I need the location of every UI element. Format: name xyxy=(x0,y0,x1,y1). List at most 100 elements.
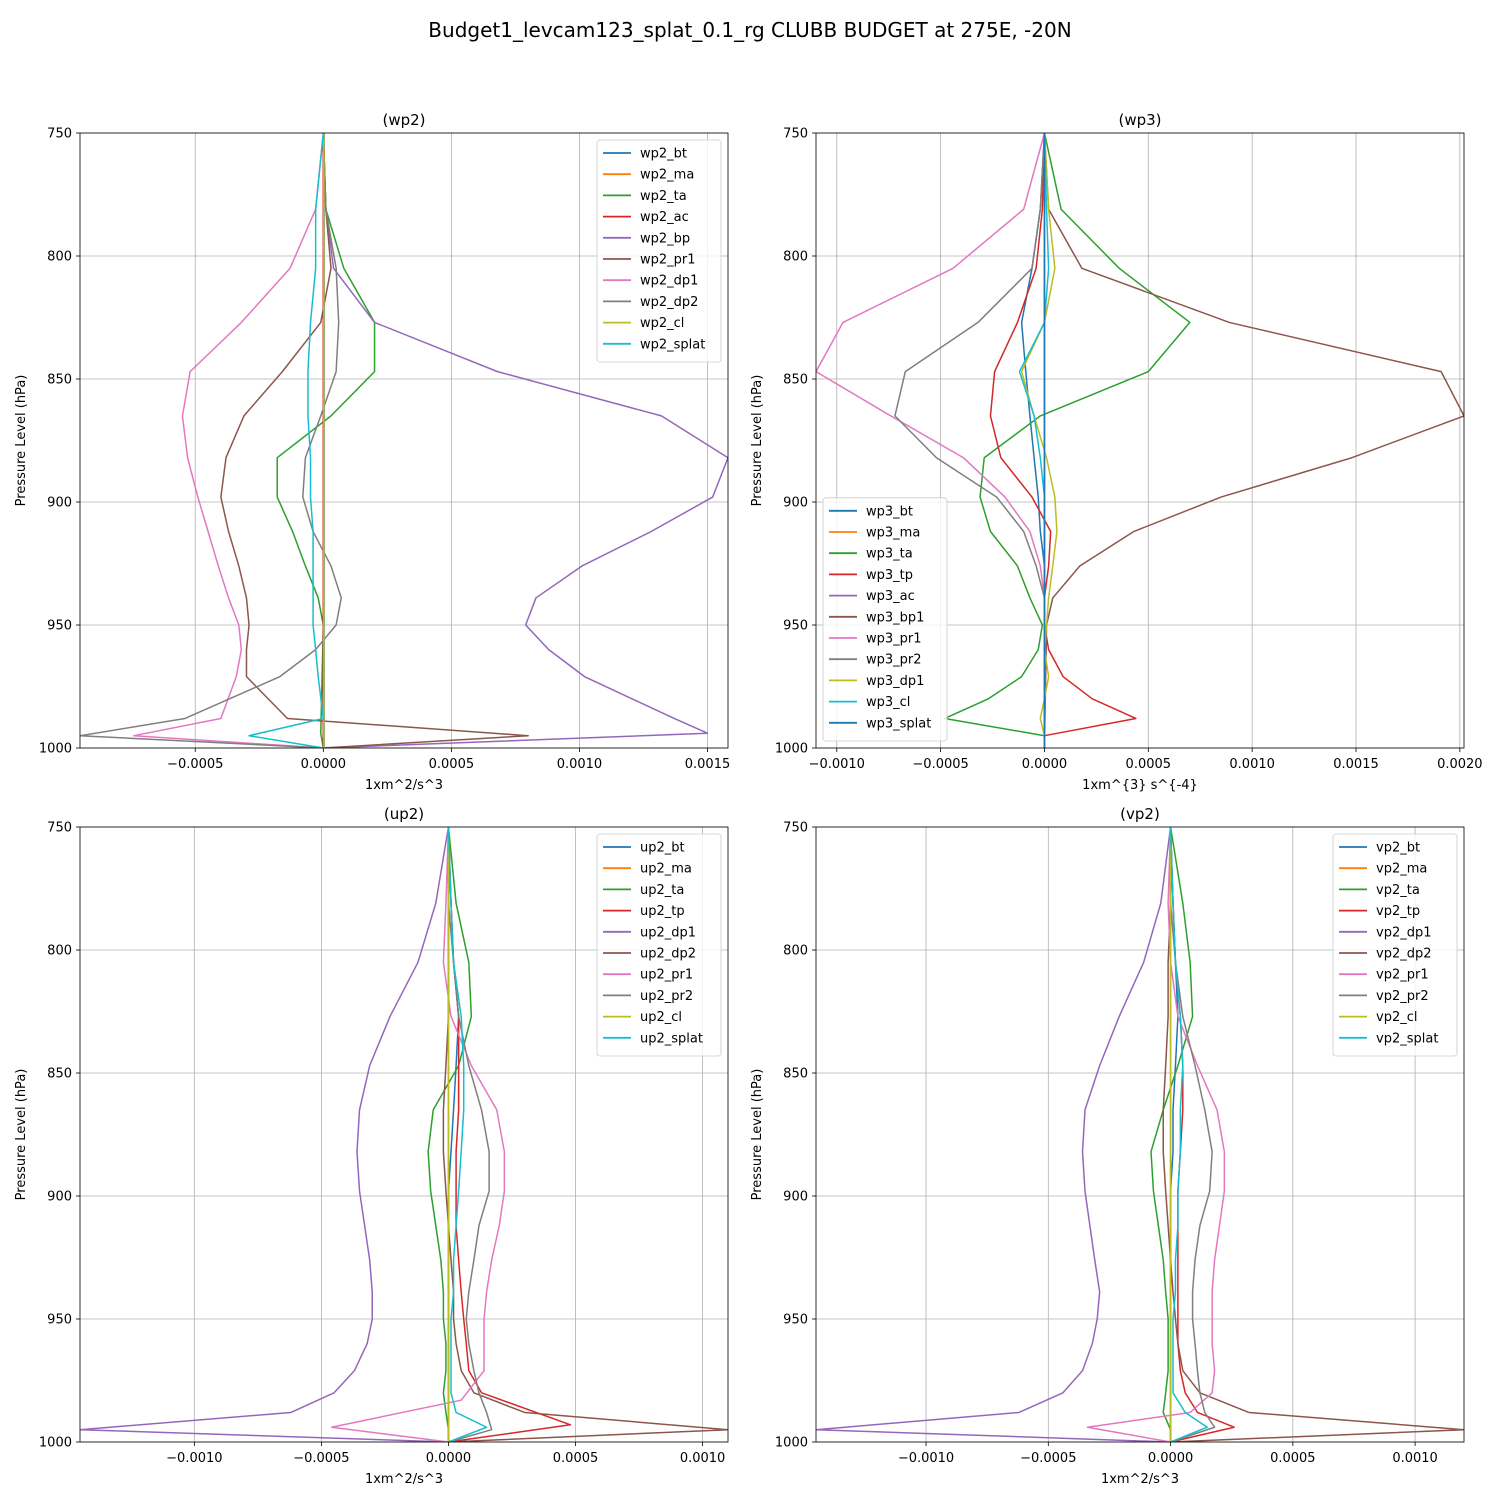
legend-label: up2_dp2 xyxy=(640,947,696,962)
legend-label: wp3_pr1 xyxy=(866,632,922,647)
legend-label: wp2_dp1 xyxy=(640,274,698,289)
chart-panel-3: −0.0010 −0.0005 0.0000 0.0005 0.0010 750 800 85… xyxy=(750,805,1465,1487)
legend-label: vp2_splat xyxy=(1376,1031,1438,1046)
series-line-up2_ta xyxy=(427,827,473,1442)
axes-frame xyxy=(815,826,1465,1443)
series-line-wp2_ta xyxy=(276,133,376,748)
series-line-vp2_pr1 xyxy=(1086,827,1226,1442)
legend-label: wp2_cl xyxy=(640,316,684,331)
series-line-wp3_cl xyxy=(1018,133,1050,748)
x-tick-label: 0.0000 xyxy=(301,757,347,772)
x-axis-label: 1xm^2/s^3 xyxy=(1101,1472,1179,1487)
legend-label: wp2_pr1 xyxy=(640,253,696,268)
y-tick-label: 900 xyxy=(47,1190,72,1205)
legend-label: up2_splat xyxy=(640,1031,703,1046)
legend-label: up2_tp xyxy=(640,904,685,919)
axes-frame xyxy=(815,132,1465,749)
x-tick-label: −0.0005 xyxy=(167,757,223,772)
chart-title: (wp2) xyxy=(382,111,425,129)
x-tick-label: 0.0010 xyxy=(557,757,603,772)
series-group xyxy=(816,133,1464,748)
series-group xyxy=(816,827,1464,1442)
y-tick-label: 900 xyxy=(47,496,72,511)
y-tick-label: 750 xyxy=(783,821,808,836)
x-tick-label: 0.0000 xyxy=(1022,757,1068,772)
y-tick-label: 800 xyxy=(47,944,72,959)
chart-title: (wp3) xyxy=(1118,111,1161,129)
legend-label: up2_ta xyxy=(640,883,684,898)
series-line-up2_dp1 xyxy=(80,827,450,1442)
series-group xyxy=(80,827,728,1442)
x-tick-label: 0.0000 xyxy=(1148,1451,1194,1466)
legend-label: wp3_bp1 xyxy=(866,610,924,625)
series-line-up2_splat xyxy=(447,827,488,1442)
x-tick-label: 0.0005 xyxy=(1126,757,1172,772)
x-tick-label: 0.0005 xyxy=(1270,1451,1316,1466)
legend-label: vp2_cl xyxy=(1376,1010,1417,1025)
legend-label: wp3_tp xyxy=(866,568,913,583)
axes-frame xyxy=(79,826,729,1443)
y-tick-label: 800 xyxy=(783,944,808,959)
y-tick-label: 950 xyxy=(783,619,808,634)
series-line-vp2_pr2 xyxy=(1169,827,1216,1442)
series-line-vp2_dp1 xyxy=(816,827,1172,1442)
legend-label: wp2_ta xyxy=(640,189,687,204)
x-axis-label: 1xm^2/s^3 xyxy=(365,1472,443,1487)
legend-label: up2_pr2 xyxy=(640,989,693,1004)
legend-label: up2_cl xyxy=(640,1010,682,1025)
chart-title: (up2) xyxy=(384,805,424,823)
x-tick-label: 0.0010 xyxy=(680,1451,726,1466)
chart-panel-0: −0.0005 0.0000 0.0005 0.0010 0.0015 750 800 850… xyxy=(14,111,730,793)
y-axis-label: Pressure Level (hPa) xyxy=(14,375,29,507)
legend-label: wp3_ma xyxy=(866,526,920,541)
series-line-vp2_ta xyxy=(1150,827,1194,1442)
x-tick-label: 0.0010 xyxy=(1392,1451,1438,1466)
y-tick-label: 850 xyxy=(47,373,72,388)
legend-label: wp2_bp xyxy=(640,231,690,246)
y-tick-label: 750 xyxy=(47,821,72,836)
y-tick-label: 1000 xyxy=(775,1436,808,1451)
x-axis-label: 1xm^2/s^3 xyxy=(365,778,443,793)
legend-label: wp3_dp1 xyxy=(866,674,924,689)
legend-label: vp2_dp1 xyxy=(1376,925,1432,940)
legend: wp2_bt wp2_ma wp2_ta wp2_ac wp2_bp wp2_pr1 wp2… xyxy=(596,139,722,363)
y-tick-label: 850 xyxy=(783,373,808,388)
y-axis-label: Pressure Level (hPa) xyxy=(14,1069,29,1201)
x-tick-label: −0.0005 xyxy=(293,1451,349,1466)
y-axis-label: Pressure Level (hPa) xyxy=(750,1069,765,1201)
series-line-wp3_pr2 xyxy=(894,133,1046,748)
x-tick-label: −0.0005 xyxy=(1020,1451,1076,1466)
legend-label: wp2_bt xyxy=(640,147,687,162)
legend-label: up2_bt xyxy=(640,841,685,856)
y-tick-label: 950 xyxy=(783,1313,808,1328)
series-line-wp2_splat xyxy=(248,133,325,748)
legend-label: vp2_dp2 xyxy=(1376,947,1432,962)
y-tick-label: 1000 xyxy=(39,1436,72,1451)
figure-suptitle: Budget1_levcam123_splat_0.1_rg CLUBB BUD… xyxy=(428,18,1071,42)
x-tick-label: 0.0005 xyxy=(429,757,475,772)
series-line-vp2_splat xyxy=(1169,827,1208,1442)
legend-label: wp3_cl xyxy=(866,695,910,710)
y-tick-label: 900 xyxy=(783,1190,808,1205)
y-tick-label: 750 xyxy=(783,127,808,142)
x-tick-label: 0.0010 xyxy=(1229,757,1275,772)
series-group xyxy=(80,133,728,748)
legend-label: up2_ma xyxy=(640,862,692,877)
legend-label: wp2_splat xyxy=(640,337,705,352)
y-tick-label: 800 xyxy=(783,250,808,265)
legend-label: wp3_pr2 xyxy=(866,653,922,668)
legend-label: vp2_tp xyxy=(1376,904,1420,919)
legend: up2_bt up2_ma up2_ta up2_tp up2_dp1 up2_dp2up… xyxy=(596,833,722,1057)
legend-label: wp3_bt xyxy=(866,504,913,519)
x-axis-label: 1xm^{3} s^{-4} xyxy=(1082,778,1198,793)
legend-label: wp3_ac xyxy=(866,589,915,604)
chart-panel-1: −0.0010 −0.0005 0.0000 0.0005 0.0010 0.0015 0.… xyxy=(750,111,1483,793)
y-tick-label: 800 xyxy=(47,250,72,265)
x-tick-label: −0.0005 xyxy=(912,757,968,772)
legend-label: vp2_bt xyxy=(1376,841,1420,856)
legend: wp3_bt wp3_ma wp3_ta wp3_tp wp3_ac wp3_bp1 wp3… xyxy=(822,497,948,742)
x-tick-label: 0.0020 xyxy=(1437,757,1483,772)
axes-frame xyxy=(79,132,729,749)
